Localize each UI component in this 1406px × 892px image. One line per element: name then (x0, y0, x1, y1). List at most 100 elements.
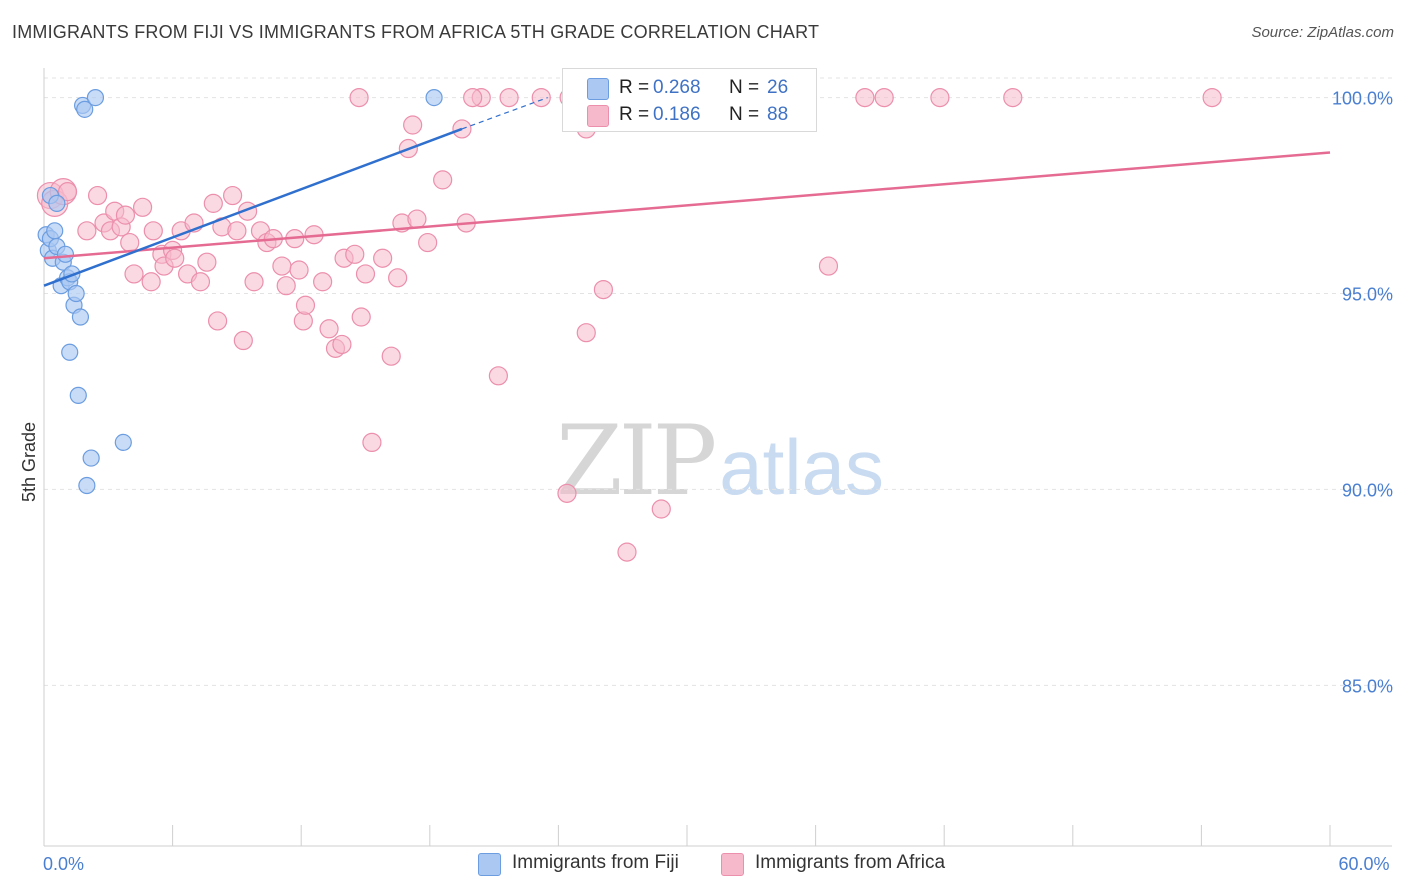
africa-point (617, 542, 637, 562)
africa-legend-swatch (721, 853, 744, 876)
fiji-point (61, 343, 79, 361)
watermark: ZIPatlas (556, 405, 884, 517)
axis-labels: 100.0% 95.0% 90.0% 85.0% 0.0% 60.0% 5th Grade (19, 89, 1393, 874)
fiji-point (56, 245, 75, 263)
grid-lines (44, 77, 1392, 686)
africa-point (203, 193, 223, 213)
fiji-n-value: 26 (767, 77, 789, 98)
fiji-point (76, 100, 94, 118)
africa-point (77, 221, 97, 241)
fiji-swatch (587, 78, 609, 100)
africa-point (289, 260, 309, 280)
africa-point (295, 295, 316, 315)
fiji-trend-extension (461, 97, 548, 130)
africa-r-label: R = (619, 104, 650, 125)
africa-r-value: 0.186 (653, 104, 701, 125)
africa-point (141, 272, 161, 292)
chart-title: IMMIGRANTS FROM FIJI VS IMMIGRANTS FROM … (12, 22, 820, 42)
africa-point (272, 256, 292, 276)
y-tick-label: 100.0% (1332, 89, 1393, 109)
africa-point (874, 87, 894, 108)
africa-point (132, 197, 153, 217)
africa-point (463, 87, 483, 108)
africa-point (87, 185, 108, 206)
africa-point (362, 432, 382, 453)
africa-point (418, 232, 438, 253)
africa-point (332, 334, 352, 355)
fiji-point (67, 284, 85, 303)
africa-point (208, 311, 228, 331)
africa-point (403, 115, 423, 135)
x-tick-label: 0.0% (43, 854, 84, 874)
africa-trend-line (43, 151, 1331, 260)
legend-row-africa: R = 0.186 N = 88 (563, 102, 816, 128)
fiji-legend-swatch (478, 853, 501, 876)
y-axis-label: 5th Grade (19, 422, 39, 502)
watermark-zip: ZIP (556, 405, 717, 517)
africa-point (120, 232, 140, 253)
africa-point (165, 248, 185, 268)
africa-point (1202, 87, 1222, 108)
fiji-r-value: 0.268 (653, 77, 701, 98)
africa-point (381, 346, 401, 366)
fiji-points (37, 88, 443, 495)
stats-legend: R = 0.268 N = 26 R = 0.186 N = 88 (562, 68, 817, 132)
africa-point (818, 256, 839, 276)
fiji-point (71, 308, 90, 326)
africa-point (233, 330, 253, 351)
africa-n-value: 88 (767, 104, 789, 125)
africa-point (124, 264, 144, 284)
africa-point (223, 185, 243, 206)
axes (43, 68, 1392, 847)
fiji-legend-label: Immigrants from Fiji (512, 852, 679, 873)
africa-point (115, 205, 136, 225)
africa-point (197, 252, 217, 272)
africa-point (244, 272, 264, 292)
africa-point (57, 182, 78, 202)
fiji-point (86, 88, 105, 107)
fiji-point (82, 449, 100, 467)
africa-point (293, 311, 313, 331)
africa-point (407, 209, 427, 229)
africa-point (488, 366, 508, 386)
africa-point (499, 87, 519, 108)
x-tick-label: 60.0% (1338, 854, 1389, 874)
africa-n-label: N = (729, 104, 760, 125)
trend-lines (43, 97, 1331, 287)
fiji-trend-line (43, 127, 463, 287)
africa-point (1003, 87, 1023, 108)
africa-point (557, 483, 577, 503)
africa-point (319, 319, 339, 339)
africa-point (576, 323, 596, 343)
africa-point (531, 87, 551, 108)
fiji-point (78, 476, 96, 495)
africa-legend-label: Immigrants from Africa (755, 852, 946, 873)
fiji-point (69, 386, 87, 404)
fiji-point (425, 88, 443, 107)
africa-point (227, 221, 247, 241)
y-tick-label: 85.0% (1342, 676, 1393, 696)
africa-point (433, 170, 453, 190)
africa-point (930, 87, 950, 108)
africa-point (276, 276, 296, 296)
africa-point (143, 221, 163, 241)
fiji-point (48, 194, 66, 212)
africa-point (190, 272, 211, 292)
fiji-point (114, 433, 132, 452)
africa-point (345, 244, 365, 264)
africa-point (373, 248, 393, 268)
fiji-r-label: R = (619, 77, 650, 98)
source-label: Source: ZipAtlas.com (1251, 24, 1394, 41)
africa-swatch (587, 105, 609, 127)
fiji-point (46, 222, 64, 240)
africa-point (855, 87, 875, 108)
africa-point (351, 307, 371, 327)
africa-point (313, 272, 333, 292)
y-tick-label: 95.0% (1342, 285, 1393, 305)
africa-point (355, 264, 376, 284)
legend-row-fiji: R = 0.268 N = 26 (563, 75, 816, 101)
fiji-n-label: N = (729, 77, 760, 98)
africa-point (388, 268, 408, 288)
africa-point (349, 87, 369, 108)
